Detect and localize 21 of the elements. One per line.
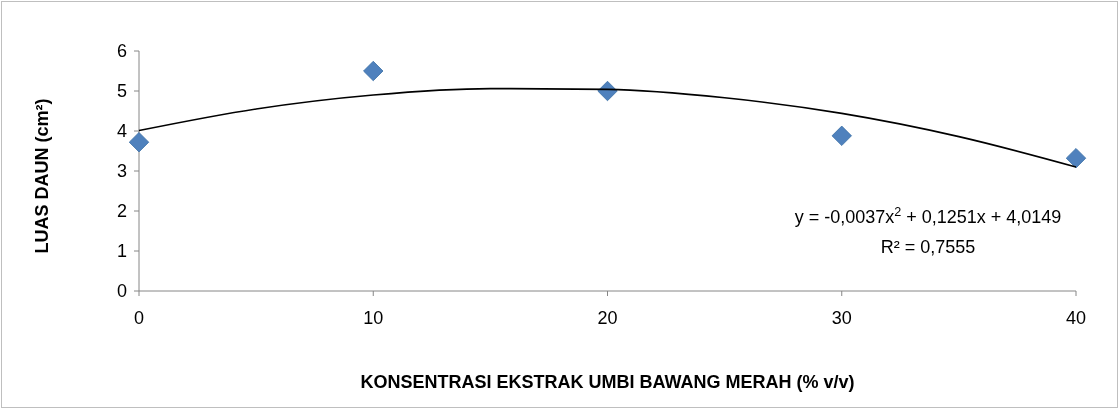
point [831,125,852,146]
y-tick-label: 4 [116,121,127,142]
x-tick-label: 20 [597,308,618,328]
point [363,60,384,82]
annotation: y = -0,0037x$^{2}$ + 0,1251x + 4,0149 [794,205,1062,227]
x-tick-label: 0 [133,308,145,328]
point [1065,148,1087,169]
x-axis-title: KONSENTRASI EKSTRAK UMBI BAWANG MERAH (% v/v) [360,372,855,392]
y-tick-label: 0 [116,281,127,302]
y-tick-label: 6 [116,41,127,62]
x-tick-label: 10 [363,308,384,328]
point [597,80,618,102]
y-axis-title: LUAS DAUN (cm²) [32,98,52,254]
y-tick-label: 3 [116,161,127,182]
y-tick-label: 5 [116,81,127,102]
y-tick-label: 1 [116,241,127,262]
point [128,132,150,153]
y-tick-label: 2 [116,201,127,222]
annotation: R² = 0,7555 [880,237,976,257]
x-tick-label: 30 [831,308,852,328]
x-tick-label: 40 [1065,308,1087,328]
